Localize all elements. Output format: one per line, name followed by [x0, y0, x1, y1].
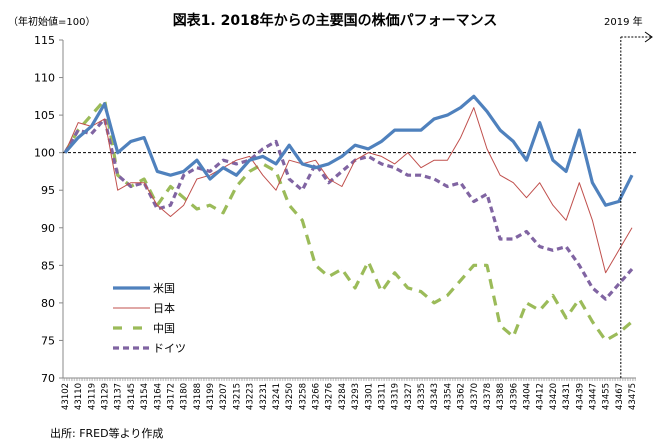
x-tick-label: 43335 — [417, 383, 427, 410]
x-tick-label: 43102 — [61, 383, 71, 410]
y-tick-label: 70 — [41, 372, 55, 385]
y-tick-label: 95 — [41, 184, 55, 197]
x-tick-label: 43475 — [628, 383, 638, 410]
x-tick-label: 43301 — [364, 383, 374, 410]
x-tick-label: 43370 — [470, 383, 480, 410]
x-tick-label: 43145 — [127, 383, 137, 410]
x-tick-label: 43439 — [575, 383, 585, 410]
x-tick-label: 43293 — [351, 383, 361, 410]
x-tick-label: 43431 — [562, 383, 572, 410]
x-axis: 43102 43110 43119 43129 43137 43145 43154 43164… — [61, 377, 638, 410]
series-line-0 — [63, 94, 634, 207]
x-tick-label: 43327 — [404, 383, 414, 410]
x-tick-label: 43207 — [219, 383, 229, 410]
legend-label: 米国 — [153, 282, 175, 295]
x-tick-label: 43388 — [496, 383, 506, 410]
x-tick-label: 43199 — [206, 383, 216, 410]
x-tick-label: 43119 — [87, 383, 97, 410]
legend-label: ドイツ — [153, 342, 186, 355]
x-tick-label: 43362 — [457, 383, 467, 410]
x-tick-label: 43110 — [74, 383, 84, 410]
x-tick-label: 43412 — [536, 383, 546, 410]
x-tick-label: 43276 — [325, 383, 335, 410]
year-boundary-marker — [620, 31, 653, 378]
legend-label: 日本 — [153, 301, 175, 315]
x-tick-label: 43241 — [272, 383, 282, 410]
y-tick-label: 100 — [34, 147, 55, 160]
y-tick-label: 80 — [41, 297, 55, 310]
x-tick-label: 43188 — [193, 383, 203, 410]
y-tick-label: 115 — [34, 34, 55, 47]
series-lines — [63, 94, 634, 342]
x-tick-label: 43266 — [312, 383, 322, 410]
x-tick-label: 43223 — [246, 383, 256, 410]
x-tick-label: 43467 — [615, 383, 625, 410]
x-tick-label: 43378 — [483, 383, 493, 410]
x-tick-label: 43137 — [114, 383, 124, 410]
x-tick-label: 43455 — [602, 383, 612, 410]
x-tick-label: 43231 — [259, 383, 269, 410]
x-tick-label: 43354 — [443, 383, 453, 410]
y-tick-label: 75 — [41, 334, 55, 347]
x-tick-label: 43172 — [166, 383, 176, 410]
chart-title: 図表1. 2018年からの主要国の株価パフォーマンス — [172, 13, 498, 29]
y-tick-label: 85 — [41, 259, 55, 272]
x-tick-label: 43164 — [153, 383, 163, 410]
arrow-head-icon — [644, 31, 653, 43]
y-axis: 70 75 80 85 90 95 100 105 110 115 — [34, 34, 64, 385]
x-tick-label: 43404 — [523, 383, 533, 410]
x-tick-label: 43215 — [232, 383, 242, 410]
x-tick-label: 43129 — [101, 383, 111, 410]
x-tick-label: 43319 — [391, 383, 401, 410]
y-tick-label: 105 — [34, 109, 55, 122]
y-tick-label: 90 — [41, 222, 55, 235]
legend-label: 中国 — [153, 322, 175, 335]
x-tick-label: 43343 — [430, 383, 440, 410]
x-tick-label: 43258 — [298, 383, 308, 410]
series-line-1 — [64, 107, 633, 274]
x-tick-label: 43284 — [338, 383, 348, 410]
series-line-3 — [63, 117, 634, 301]
x-tick-label: 43180 — [180, 383, 190, 410]
y-tick-label: 110 — [34, 72, 55, 85]
x-tick-label: 43396 — [509, 383, 519, 410]
x-tick-label: 43420 — [549, 383, 559, 410]
year-annotation: 2019 年 — [604, 17, 643, 28]
source-note: 出所: FRED等より作成 — [50, 427, 164, 440]
x-tick-label: 43311 — [377, 383, 387, 410]
x-tick-label: 43154 — [140, 383, 150, 410]
x-tick-label: 43250 — [285, 383, 295, 410]
series-line-2 — [63, 98, 634, 342]
x-tick-label: 43447 — [588, 383, 598, 410]
y-axis-unit-label: （年初始値=100） — [8, 17, 96, 28]
